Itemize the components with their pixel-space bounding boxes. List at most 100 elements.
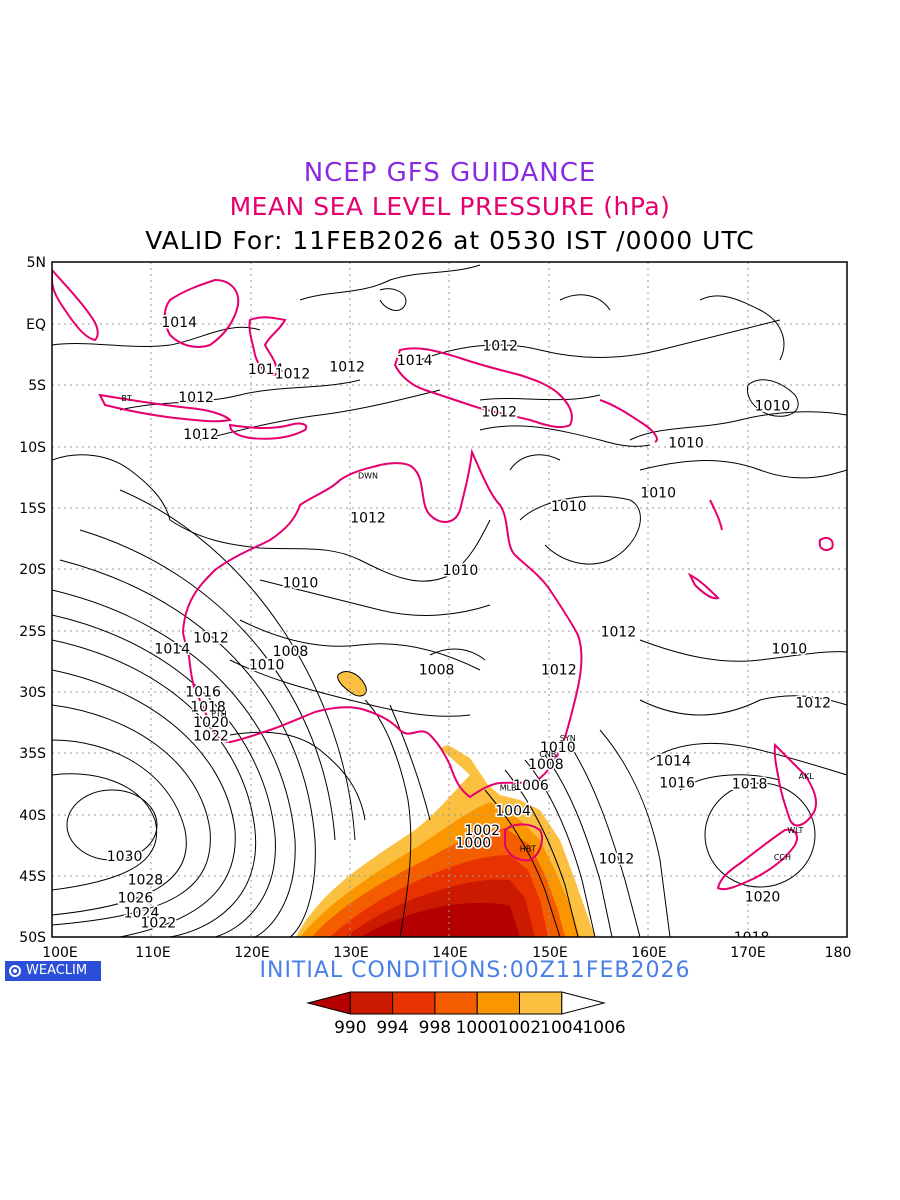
contour-label: 1012 <box>599 851 635 867</box>
lon-label: 180 <box>825 945 852 961</box>
contour-label: 1028 <box>128 872 164 888</box>
station-label: MLB <box>500 783 517 792</box>
valid-time: VALID For: 11FEB2026 at 0530 IST /0000 U… <box>145 226 755 255</box>
coast-borneo <box>163 278 240 348</box>
lon-label: 110E <box>135 945 171 961</box>
contour-label: 1012 <box>193 631 229 647</box>
lat-label: 25S <box>19 624 46 640</box>
contour-label: 1012 <box>275 367 311 383</box>
contour-label: 1008 <box>419 662 455 678</box>
station-label: WLT <box>787 826 803 835</box>
contour-label: 1018 <box>190 699 226 715</box>
shade-994 <box>360 902 520 937</box>
contour-label: 1008 <box>528 757 564 773</box>
coast-new-zealand-north <box>773 742 817 827</box>
contour-label: 1010 <box>283 575 319 591</box>
lat-label: 45S <box>19 869 46 885</box>
station-labels: DWN PTH SYN CNB MLB HBT AKL WLT CCH BT <box>121 394 814 862</box>
station-label: CNB <box>539 750 556 759</box>
contour-label: 1018 <box>734 930 770 946</box>
contour-label: 1012 <box>481 405 517 421</box>
contour-label: 1014 <box>154 642 190 658</box>
colorbar-label: 1000 <box>456 1018 499 1038</box>
colorbar-swatch <box>519 991 563 1015</box>
contour-label: 1010 <box>772 642 808 658</box>
contour-label: 1012 <box>601 624 637 640</box>
station-label: BT <box>121 394 131 403</box>
lat-label: 30S <box>19 685 46 701</box>
lat-label: 5N <box>27 255 46 271</box>
coast-java <box>98 393 233 423</box>
chart-title: NCEP GFS GUIDANCE <box>303 158 597 188</box>
contour-label: 1010 <box>540 740 576 756</box>
coast-australia <box>181 448 583 799</box>
lat-lon-grid <box>52 262 847 937</box>
colorbar-label: 1004 <box>540 1018 583 1038</box>
coast-vanuatu <box>709 499 723 531</box>
chart-subtitle: MEAN SEA LEVEL PRESSURE (hPa) <box>229 192 671 221</box>
colorbar-swatch <box>434 991 478 1015</box>
lat-label: 50S <box>19 930 46 946</box>
contour-label: 1012 <box>329 359 365 375</box>
longitude-axis: 100E 110E 120E 130E 140E 150E 160E 170E … <box>42 945 851 961</box>
contour-label: 1004 <box>495 804 531 820</box>
weaclim-logo-icon <box>9 965 21 977</box>
contour-label: 1010 <box>755 399 791 415</box>
contour-label: 1010 <box>640 486 676 502</box>
isobars <box>52 264 847 937</box>
station-label: AKL <box>799 772 815 781</box>
contour-label: 1012 <box>350 510 386 526</box>
colorbar-swatch <box>561 991 607 1015</box>
contour-label: 1016 <box>185 685 221 701</box>
brand-label: WEACLIM <box>26 963 88 978</box>
contour-label: 1022 <box>193 729 229 745</box>
colorbar-swatch <box>476 991 521 1015</box>
shade-small-1006 <box>337 671 367 697</box>
coast-solomons <box>599 399 658 443</box>
colorbar-label: 1002 <box>498 1018 541 1038</box>
contour-label: 1006 <box>513 778 549 794</box>
lat-label: 5S <box>28 378 46 394</box>
colorbar-label: 998 <box>419 1018 451 1038</box>
colorbar-swatch <box>306 991 351 1015</box>
coast-sumatra <box>52 268 99 342</box>
coast-new-caledonia <box>687 572 720 600</box>
contour-label: 1022 <box>141 915 177 931</box>
contour-label: 1010 <box>443 563 479 579</box>
contour-label: 1014 <box>655 753 691 769</box>
lon-label: 140E <box>432 945 468 961</box>
initial-conditions: INITIAL CONDITIONS:00Z11FEB2026 <box>259 958 691 983</box>
contour-label: 1012 <box>482 338 518 354</box>
coast-fiji <box>818 537 834 551</box>
lon-label: 100E <box>42 945 78 961</box>
lat-label: 20S <box>19 562 46 578</box>
contour-label: 1016 <box>659 775 695 791</box>
colorbar-swatch <box>349 991 394 1015</box>
coast-lesser-sunda <box>228 422 308 440</box>
station-label: PTH <box>211 710 227 719</box>
station-label: CCH <box>774 853 791 862</box>
colorbar-label: 994 <box>376 1018 408 1038</box>
contour-label: 1000 <box>456 836 492 852</box>
station-label: DWN <box>358 472 378 481</box>
latitude-axis: 5N EQ 5S 10S 15S 20S 25S 30S 35S 40S 45S… <box>19 255 46 946</box>
contour-label: 1012 <box>795 696 831 712</box>
contour-label: 1026 <box>118 891 154 907</box>
contour-label: 1008 <box>273 644 309 660</box>
lat-label: 40S <box>19 808 46 824</box>
coast-new-guinea <box>393 347 573 429</box>
lon-label: 170E <box>730 945 766 961</box>
coast-tasmania <box>504 823 543 862</box>
colorbar-label: 990 <box>334 1018 366 1038</box>
contour-label: 1012 <box>541 662 577 678</box>
coast-sulawesi <box>248 316 287 377</box>
contour-label: 1014 <box>397 353 433 369</box>
contour-label: 1020 <box>745 890 781 906</box>
lon-label: 150E <box>532 945 568 961</box>
contour-label: 1010 <box>249 658 285 674</box>
contour-label: 1012 <box>183 427 219 443</box>
contour-label: 1018 <box>732 777 768 793</box>
